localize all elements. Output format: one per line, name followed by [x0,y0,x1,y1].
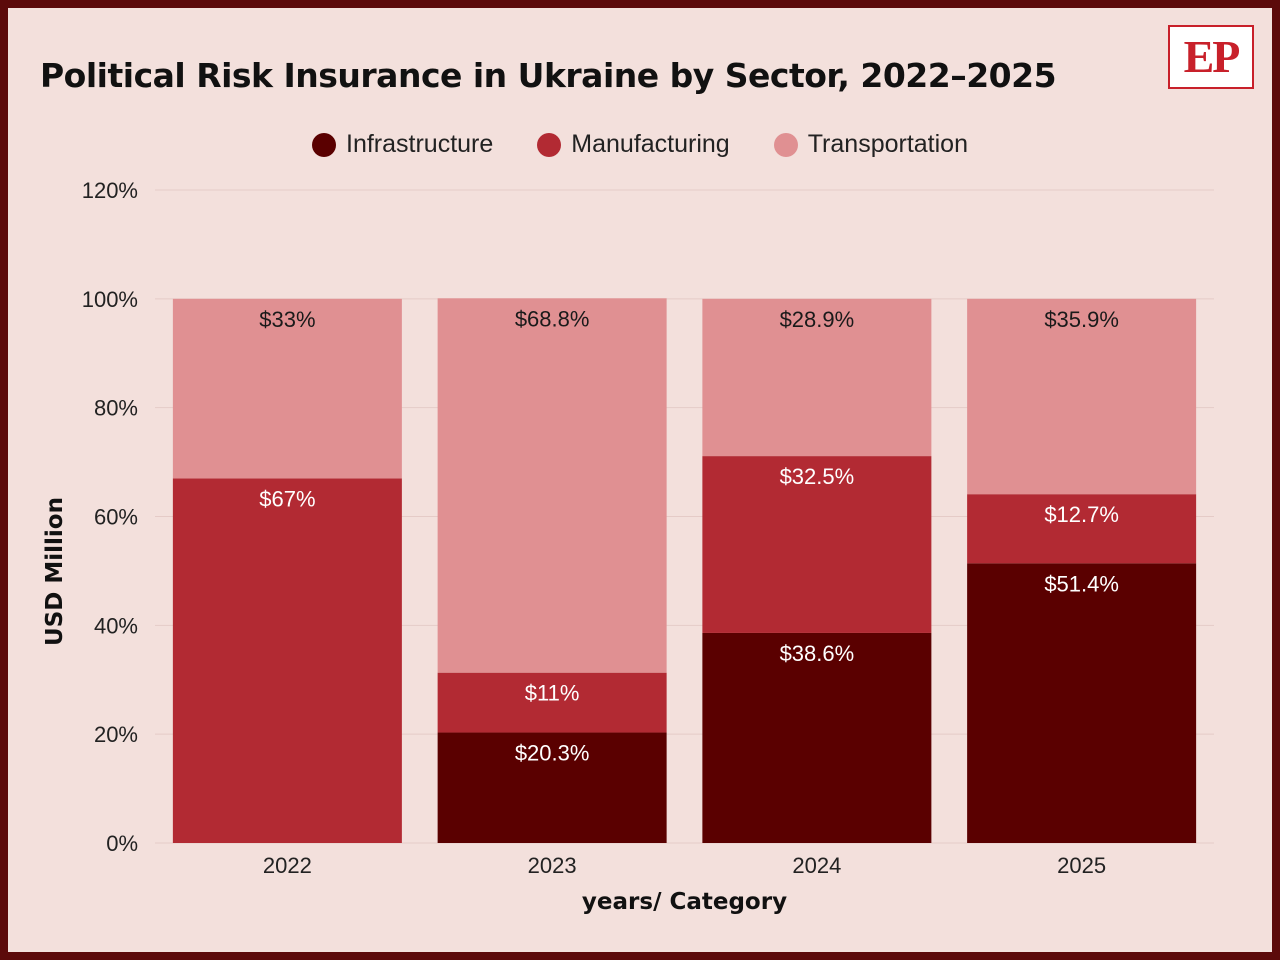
y-tick-label: 20% [94,722,138,747]
x-tick-label: 2023 [528,853,577,878]
logo-text: EP [1183,31,1241,82]
data-label: $35.9% [1044,307,1119,332]
data-label: $28.9% [780,307,855,332]
legend-label-manufacturing: Manufacturing [571,130,730,158]
legend-swatch-infrastructure [312,132,336,157]
data-label: $68.8% [515,306,590,331]
chart-title: Political Risk Insurance in Ukraine by S… [40,56,1057,95]
data-label: $51.4% [1044,571,1119,596]
x-tick-label: 2024 [792,853,841,878]
data-label: $38.6% [780,641,855,666]
bar-segment-infrastructure-2024 [702,632,932,843]
legend-swatch-manufacturing [537,132,562,157]
bar-segment-transportation-2024 [702,298,932,457]
y-tick-label: 100% [82,287,138,312]
legend-item-manufacturing: Manufacturing [537,130,730,159]
x-tick-label: 2025 [1057,853,1106,878]
bar-segment-manufacturing-2023 [437,672,667,733]
x-axis-title: years/ Category [582,889,787,915]
legend-item-infrastructure: Infrastructure [312,130,493,159]
data-label: $33% [259,307,315,332]
data-label: $20.3% [515,741,590,766]
legend-label-infrastructure: Infrastructure [346,130,494,158]
y-tick-label: 40% [94,613,138,638]
y-tick-label: 120% [82,178,138,203]
bar-segment-manufacturing-2025 [967,494,1197,564]
y-tick-label: 60% [94,505,138,530]
x-tick-label: 2022 [263,853,312,878]
ep-logo: EP [1168,25,1254,89]
data-label: $32.5% [780,464,855,489]
legend-item-transportation: Transportation [773,130,968,159]
bar-segment-manufacturing-2022 [172,478,402,843]
legend-label-transportation: Transportation [807,130,968,158]
data-label: $11% [525,681,580,706]
bar-segment-infrastructure-2023 [437,732,667,843]
y-tick-label: 80% [94,396,138,421]
data-label: $12.7% [1044,502,1119,527]
data-label: $67% [259,486,315,511]
bar-segment-transportation-2022 [172,298,402,479]
y-axis-title: USD Million [42,497,68,646]
bar-segment-transportation-2023 [437,298,667,673]
bar-segment-transportation-2025 [967,298,1197,495]
y-tick-label: 0% [106,831,138,856]
bar-segment-infrastructure-2025 [967,563,1197,843]
legend: Infrastructure Manufacturing Transportat… [8,130,1272,159]
legend-swatch-transportation [773,132,798,157]
chart-frame: Political Risk Insurance in Ukraine by S… [8,8,1272,952]
bar-segment-manufacturing-2024 [702,456,932,633]
stacked-bar-chart: 0% 20% 40% 60% 80% 100% 120% $67% $33% 2022 $20.3%… [42,178,1214,915]
